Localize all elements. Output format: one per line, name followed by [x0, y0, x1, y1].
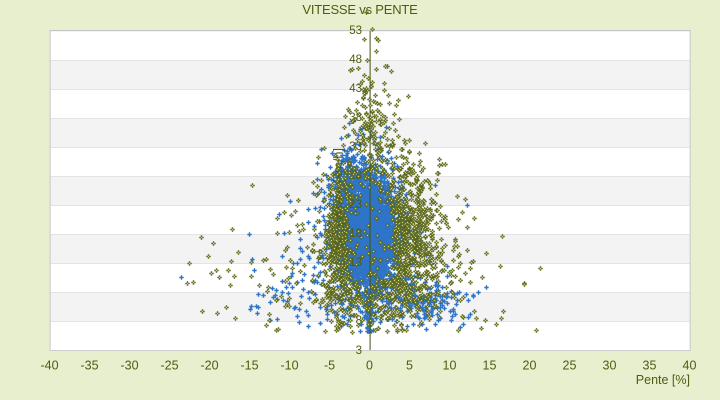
svg-text:0: 0 — [366, 359, 373, 373]
svg-text:VITESSE vs PENTE: VITESSE vs PENTE — [302, 2, 418, 17]
svg-text:48: 48 — [349, 54, 362, 66]
svg-text:15: 15 — [483, 359, 497, 373]
svg-text:35: 35 — [643, 359, 657, 373]
svg-text:40: 40 — [683, 359, 697, 373]
svg-text:-40: -40 — [40, 359, 58, 373]
svg-text:Pente [%]: Pente [%] — [636, 373, 690, 387]
svg-text:-25: -25 — [160, 359, 178, 373]
svg-text:-30: -30 — [120, 359, 138, 373]
svg-text:-5: -5 — [324, 359, 335, 373]
svg-text:-10: -10 — [280, 359, 298, 373]
svg-text:10: 10 — [443, 359, 457, 373]
svg-text:20: 20 — [523, 359, 537, 373]
svg-text:-20: -20 — [200, 359, 218, 373]
svg-text:-15: -15 — [240, 359, 258, 373]
svg-text:5: 5 — [406, 359, 413, 373]
svg-text:-35: -35 — [80, 359, 98, 373]
svg-text:53: 53 — [349, 25, 362, 37]
svg-text:30: 30 — [603, 359, 617, 373]
svg-text:3: 3 — [356, 345, 362, 357]
svg-text:25: 25 — [563, 359, 577, 373]
